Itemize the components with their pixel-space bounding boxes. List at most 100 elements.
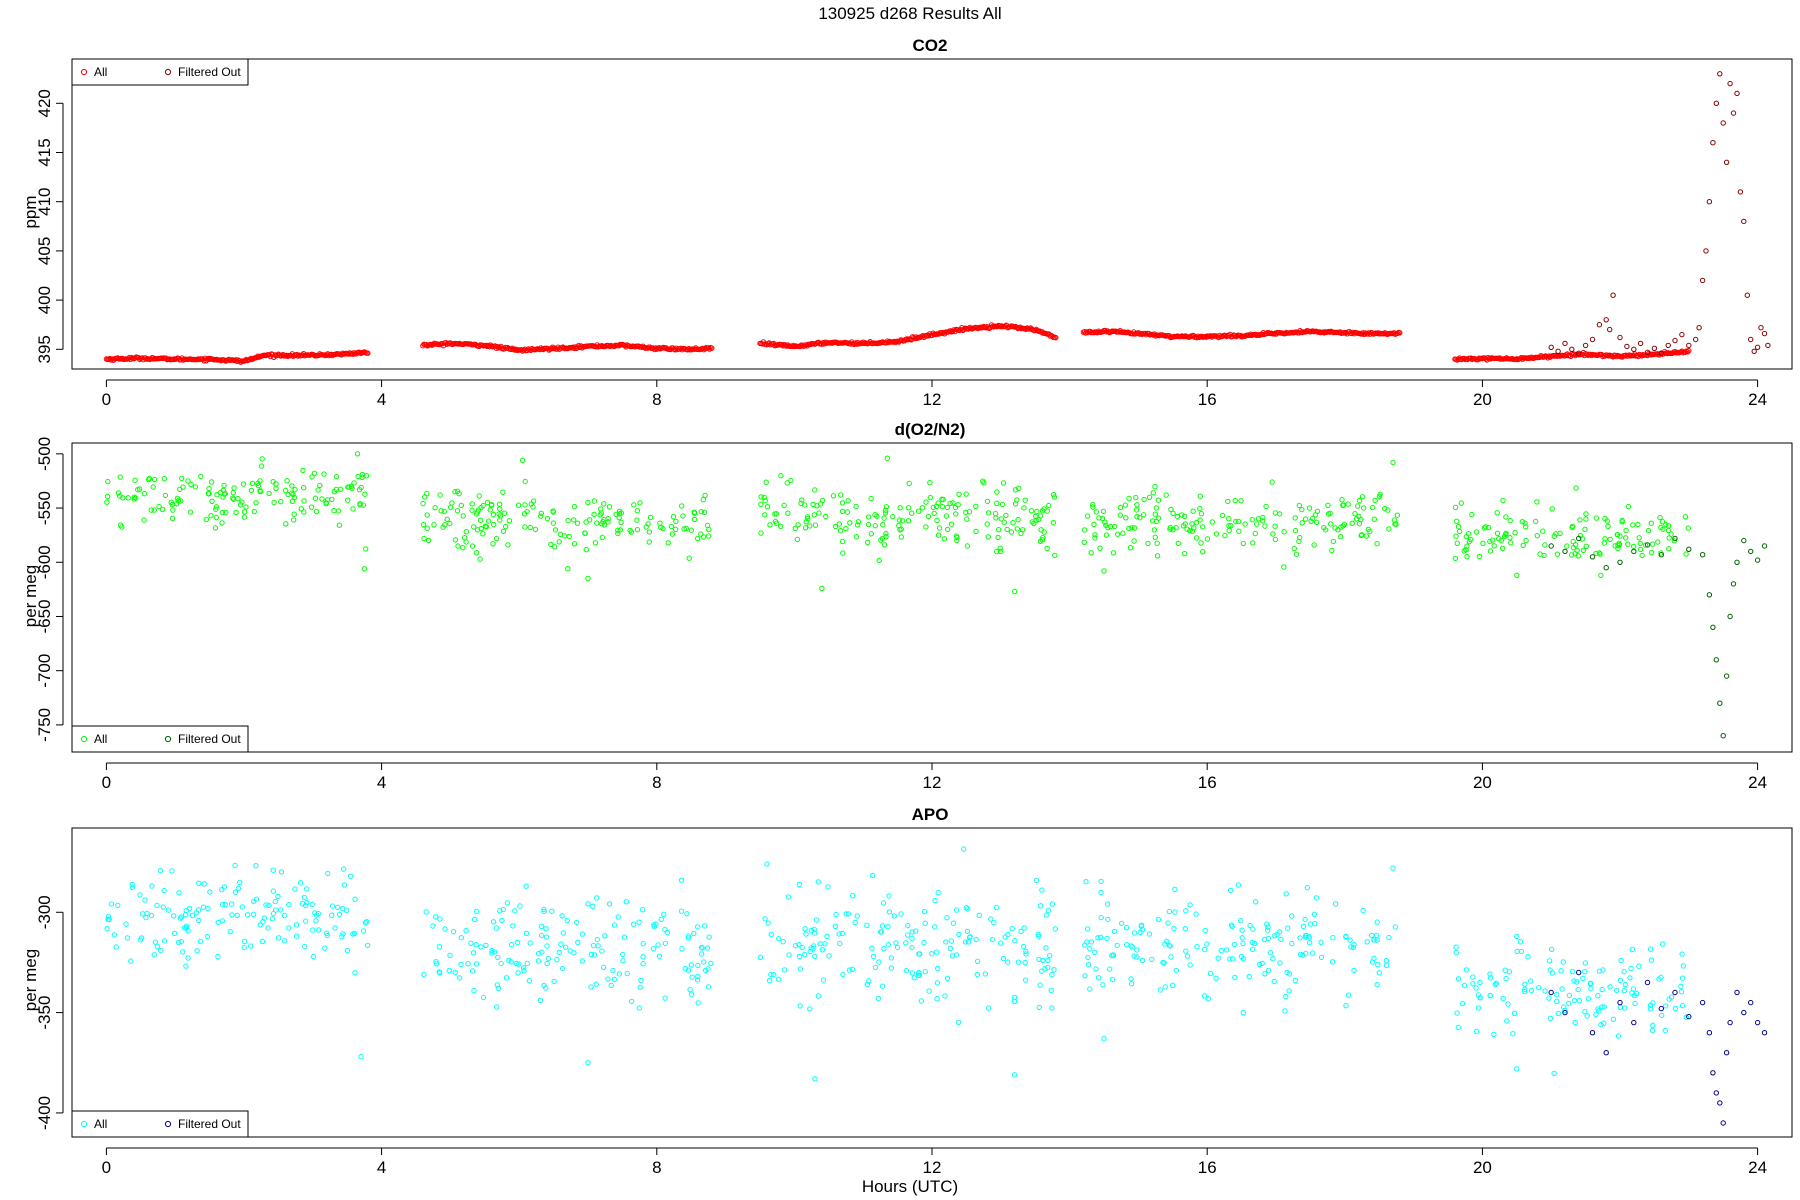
data-point — [1356, 497, 1363, 504]
data-point — [583, 547, 589, 553]
data-point — [548, 541, 554, 548]
data-point — [1547, 967, 1553, 973]
y-tick-label: -750 — [35, 708, 54, 742]
plot-frame — [71, 827, 1793, 1138]
panel-apo: APO per meg 0 4 8 12 16 20 24-300-350-400 All Fi… — [21, 805, 1793, 1177]
data-point — [1155, 916, 1162, 923]
data-point — [1197, 505, 1203, 512]
data-point — [440, 524, 446, 530]
data-point — [1468, 536, 1474, 543]
data-point — [1277, 960, 1283, 966]
data-point — [132, 355, 138, 361]
data-point — [597, 512, 603, 518]
data-point — [1242, 521, 1248, 527]
data-point — [1174, 513, 1181, 520]
data-point — [521, 968, 527, 974]
data-point — [1133, 507, 1140, 513]
data-point — [458, 502, 464, 509]
data-point — [799, 944, 805, 951]
data-point — [255, 482, 262, 489]
data-point — [1672, 337, 1678, 344]
data-point — [1236, 528, 1242, 534]
data-point — [248, 487, 255, 494]
data-point — [1292, 515, 1298, 521]
data-point — [617, 527, 624, 533]
data-point — [583, 519, 589, 525]
data-point — [670, 514, 677, 520]
series-all-points — [103, 322, 1692, 365]
data-point — [219, 520, 225, 526]
data-point — [1129, 525, 1135, 531]
legend-marker-filtered — [164, 735, 172, 743]
data-point — [695, 962, 701, 969]
data-point — [934, 517, 940, 524]
data-point — [758, 530, 764, 536]
data-point — [1540, 528, 1546, 534]
data-point — [1272, 933, 1278, 939]
data-point — [1289, 940, 1295, 947]
data-point — [1165, 920, 1171, 926]
data-point — [1051, 967, 1057, 973]
data-point — [1151, 527, 1158, 533]
data-point — [1260, 514, 1266, 521]
data-point — [278, 498, 284, 505]
data-point — [973, 528, 979, 534]
data-point — [1453, 949, 1460, 956]
data-point — [1383, 958, 1390, 964]
data-point — [503, 975, 510, 981]
data-point — [965, 906, 971, 912]
data-point — [1566, 992, 1573, 999]
data-point — [309, 901, 315, 907]
data-point — [579, 931, 586, 937]
x-tick-label: 8 — [652, 390, 661, 409]
data-point — [1021, 925, 1027, 931]
data-point — [1761, 543, 1768, 549]
data-point — [1713, 657, 1720, 663]
data-point — [1160, 959, 1166, 966]
data-point — [601, 501, 607, 507]
data-point — [473, 942, 479, 948]
data-point — [767, 522, 773, 528]
data-point — [452, 969, 458, 975]
data-point — [883, 531, 889, 537]
data-point — [469, 507, 475, 513]
data-point — [909, 935, 915, 942]
data-point — [601, 522, 608, 528]
data-point — [631, 502, 637, 508]
data-point — [605, 976, 611, 982]
data-point — [816, 510, 822, 516]
data-point — [807, 1006, 813, 1012]
data-point — [594, 520, 600, 526]
data-point — [695, 535, 701, 542]
data-point — [317, 482, 323, 489]
data-point — [1002, 934, 1008, 940]
data-point — [704, 945, 711, 951]
data-point — [242, 938, 248, 945]
data-point — [698, 531, 704, 537]
data-point — [284, 353, 291, 360]
data-point — [266, 490, 272, 496]
data-point — [984, 521, 990, 527]
data-point — [662, 926, 668, 933]
data-point — [1602, 536, 1608, 542]
data-point — [933, 949, 940, 955]
data-point — [1683, 551, 1689, 557]
data-point — [1329, 547, 1335, 554]
data-point — [220, 494, 226, 500]
data-point — [1029, 519, 1035, 525]
data-point — [1155, 497, 1162, 503]
legend: All Filtered Out — [71, 58, 249, 86]
data-point — [1386, 934, 1392, 941]
data-point — [876, 557, 882, 564]
data-point — [1215, 955, 1221, 961]
x-tick-label: 8 — [652, 1158, 661, 1177]
data-point — [1584, 1013, 1590, 1019]
data-point — [1139, 926, 1146, 933]
data-point — [423, 909, 429, 915]
data-point — [1200, 524, 1206, 530]
data-point — [886, 893, 892, 899]
legend-marker-all — [80, 68, 88, 76]
data-point — [598, 506, 604, 512]
data-point — [302, 943, 308, 950]
data-point — [1617, 999, 1623, 1006]
